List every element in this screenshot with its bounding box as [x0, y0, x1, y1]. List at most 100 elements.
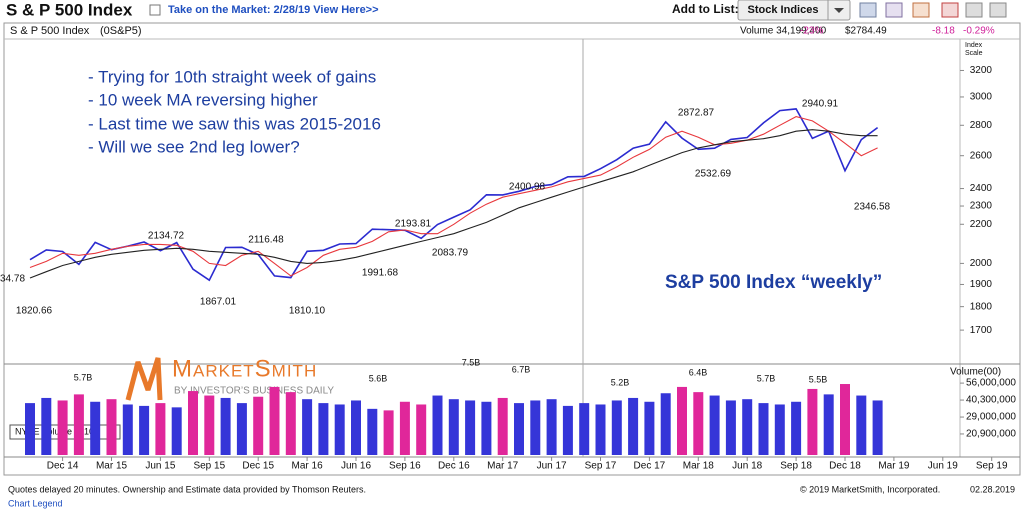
volume-bar: [171, 407, 182, 455]
x-tick-label: Mar 19: [878, 461, 910, 472]
y-tick-label: 1800: [970, 301, 993, 312]
annotation: - Will we see 2nd leg lower?: [88, 137, 300, 156]
volume-bar: [367, 408, 378, 455]
volume-bar: [628, 397, 639, 455]
volume-bar: [546, 399, 557, 455]
volume-bar: [41, 397, 52, 455]
volume-bar: [399, 401, 410, 455]
x-tick-label: Sep 16: [389, 461, 421, 472]
volume-bar: [57, 400, 68, 455]
price-label: 34.78: [0, 274, 25, 285]
y-tick-label: 40,300,000: [966, 395, 1016, 406]
x-tick-label: Sep 18: [780, 461, 812, 472]
volume-bar: [774, 404, 785, 455]
annotation: - 10 week MA reversing higher: [88, 90, 318, 109]
x-tick-label: Mar 15: [96, 461, 128, 472]
volume-peak-label: 5.7B: [757, 373, 776, 383]
volume-bar: [595, 404, 606, 455]
volume-bar: [285, 392, 296, 455]
chart-icon[interactable]: [885, 2, 903, 18]
alert-icon[interactable]: [941, 2, 959, 18]
price-label: 1810.10: [289, 306, 326, 317]
y-tick-label: 1700: [970, 325, 993, 336]
volume-peak-label: 5.5B: [809, 374, 828, 384]
volume-bar: [253, 396, 264, 455]
price-label: 2532.69: [695, 169, 732, 180]
add-to-list-label: Add to List:: [672, 2, 739, 16]
x-tick-label: Dec 18: [829, 461, 861, 472]
volume-bar: [840, 384, 850, 455]
star-icon[interactable]: [149, 4, 161, 16]
chart-icon[interactable]: [912, 2, 930, 18]
page-title: S & P 500 Index: [6, 0, 133, 19]
price-label: 2134.72: [148, 231, 185, 242]
volume-bar: [383, 410, 394, 455]
quote-change: -8.18: [932, 26, 955, 37]
news-link[interactable]: Take on the Market: 2/28/19 View Here>>: [168, 4, 379, 16]
volume-bar: [318, 403, 329, 455]
price-label: 2400.98: [509, 182, 546, 193]
volume-bar: [823, 394, 834, 455]
chart-icon[interactable]: [859, 2, 877, 18]
y-tick-label: 20,900,000: [966, 429, 1016, 440]
y-tick-label: 2300: [970, 201, 993, 212]
volume-peak-label: 5.6B: [369, 373, 388, 383]
volume-bar: [204, 395, 215, 455]
x-tick-label: Jun 19: [928, 461, 958, 472]
volume-bar: [448, 399, 459, 455]
volume-bar: [725, 400, 736, 455]
x-tick-label: Mar 17: [487, 461, 519, 472]
volume-bar: [269, 386, 280, 455]
volume-bar: [481, 401, 492, 455]
volume-bar: [514, 403, 524, 455]
x-tick-label: Jun 18: [732, 461, 762, 472]
y-tick-label: 56,000,000: [966, 378, 1016, 389]
x-tick-label: Dec 14: [47, 461, 79, 472]
y-tick-label: 2000: [970, 258, 993, 269]
volume-axis-label: Volume(00): [950, 367, 1001, 378]
y-tick-label: 2600: [970, 150, 993, 161]
x-tick-label: Dec 17: [634, 461, 666, 472]
volume-bar: [758, 403, 769, 455]
y-tick-label: 2800: [970, 120, 993, 131]
list-choice[interactable]: Stock Indices: [748, 4, 819, 16]
volume-bar: [106, 399, 117, 455]
volume-bar: [302, 399, 313, 455]
volume-bar: [644, 401, 655, 455]
callout: S&P 500 Index “weekly”: [665, 272, 882, 293]
volume-bar: [188, 391, 198, 455]
volume-bar: [562, 405, 573, 455]
y-tick-label: 2200: [970, 219, 993, 230]
y-axis-label: Index: [965, 42, 983, 49]
x-tick-label: Sep 19: [976, 461, 1008, 472]
quote-price: $2784.49: [845, 26, 887, 37]
price-label: 1867.01: [200, 297, 237, 308]
y-tick-label: 3000: [970, 92, 993, 103]
volume-peak-label: 5.2B: [611, 377, 630, 387]
x-tick-label: Jun 16: [341, 461, 371, 472]
y-tick-label: 29,000,000: [966, 412, 1016, 423]
x-tick-label: Dec 16: [438, 461, 470, 472]
volume-bar: [351, 400, 361, 455]
chart-legend-link[interactable]: Chart Legend: [8, 498, 63, 508]
tools-icon[interactable]: [965, 2, 983, 18]
volume-bar: [236, 403, 247, 455]
volume-bar: [497, 397, 508, 455]
volume-note: NYSE Volume in 100: [15, 426, 99, 436]
volume-bar: [416, 404, 427, 455]
price-label: 2940.91: [802, 99, 839, 110]
volume-bar: [155, 403, 166, 455]
logo-tagline: BY INVESTOR’S BUSINESS DAILY: [174, 386, 334, 397]
volume-bar: [90, 401, 101, 455]
footer-date: 02.28.2019: [970, 484, 1015, 494]
volume-bar: [334, 404, 345, 455]
volume-bar: [709, 395, 720, 455]
volume-bar: [73, 394, 84, 455]
annotation: - Last time we saw this was 2015-2016: [88, 114, 381, 133]
x-tick-label: Mar 18: [683, 461, 715, 472]
settings-icon[interactable]: [989, 2, 1007, 18]
list-dropdown[interactable]: [737, 0, 851, 21]
x-tick-label: Sep 15: [193, 461, 225, 472]
